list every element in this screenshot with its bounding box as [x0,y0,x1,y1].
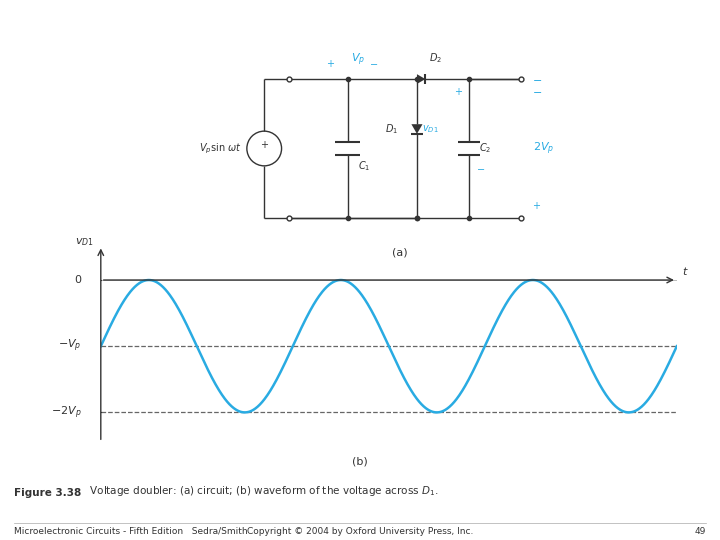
Text: $D_2$: $D_2$ [428,51,441,65]
Text: $-$: $-$ [369,58,378,69]
Text: $-$: $-$ [531,86,541,96]
Text: $C_1$: $C_1$ [358,159,370,173]
Text: Copyright © 2004 by Oxford University Press, Inc.: Copyright © 2004 by Oxford University Pr… [247,526,473,536]
Text: 0: 0 [75,275,81,285]
Text: +: + [260,140,269,150]
Text: $V_p \sin\, \omega t$: $V_p \sin\, \omega t$ [199,141,242,156]
Text: Microelectronic Circuits - Fifth Edition   Sedra/Smith: Microelectronic Circuits - Fifth Edition… [14,526,248,536]
Polygon shape [411,124,423,134]
Text: $v_{D1}$: $v_{D1}$ [422,123,438,135]
Text: $2V_p$: $2V_p$ [534,140,554,157]
Text: (a): (a) [392,248,408,258]
Text: $-2V_p$: $-2V_p$ [51,404,81,421]
Polygon shape [417,74,426,84]
Text: Voltage doubler: (a) circuit; (b) waveform of the voltage across $D_1$.: Voltage doubler: (a) circuit; (b) wavefo… [83,484,438,498]
Text: $-V_p$: $-V_p$ [58,338,81,354]
Text: $C_2$: $C_2$ [480,141,492,156]
Text: $+$: $+$ [325,58,335,69]
Text: $V_p$: $V_p$ [351,52,365,68]
Text: $+$: $+$ [531,200,541,211]
Text: $t$: $t$ [683,265,689,278]
Text: $D_1$: $D_1$ [384,122,398,136]
Text: $+$: $+$ [454,86,463,97]
Text: 49: 49 [694,526,706,536]
Text: (b): (b) [352,456,368,467]
Text: Figure 3.38: Figure 3.38 [14,488,81,498]
Text: $-$: $-$ [476,163,485,173]
Text: $v_{D1}$: $v_{D1}$ [75,237,94,248]
Text: $-$: $-$ [531,74,541,84]
